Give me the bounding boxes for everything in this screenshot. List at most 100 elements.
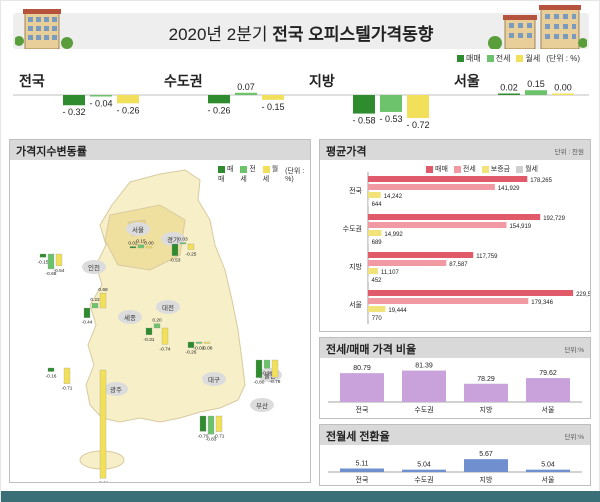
map-label-bg-2 xyxy=(161,232,185,246)
ratio-bar-2 xyxy=(464,383,508,402)
avg-price-panel: 평균가격 단위 : 천원 매매 전세 보증금 월세 전국 178,265 141,9… xyxy=(319,139,591,332)
avg-value-0-0: 178,265 xyxy=(530,178,552,184)
avg-category-3: 서울 xyxy=(349,300,362,309)
map-value-3-0: -0.44 xyxy=(82,320,93,326)
map-bar-0-1 xyxy=(137,244,145,249)
summary-value-1-jeonse: 0.07 xyxy=(237,82,255,92)
avg-value-2-0: 117,759 xyxy=(476,254,498,260)
avg-legend-deposit: 보증금 xyxy=(481,164,510,174)
conv-value-2: 5.67 xyxy=(479,451,493,458)
map-label-bg-6 xyxy=(104,382,128,396)
map-bar-5-2 xyxy=(203,341,211,344)
ratio-value-2: 78.29 xyxy=(477,376,495,383)
summary-value-0-sale: - 0.32 xyxy=(62,107,85,117)
summary-bar-0-sale xyxy=(63,95,85,106)
map-legend: 매매 전세 월세 (단위 : %) xyxy=(218,164,310,184)
map-label-0: 서울 xyxy=(132,225,144,234)
summary-bar-0-wolse xyxy=(117,95,139,104)
avg-value-2-3: 452 xyxy=(372,278,383,284)
conv-value-1: 5.04 xyxy=(417,462,431,469)
map-value-3-2: 0.68 xyxy=(98,287,108,293)
avg-bar-3-0 xyxy=(368,290,574,296)
summary-value-3-jeonse: 0.15 xyxy=(527,79,545,89)
map-label-5: 대구 xyxy=(208,376,220,384)
map-value-9-2: -3.01 xyxy=(98,480,109,482)
map-bar-2-0 xyxy=(171,243,179,256)
ratio-category-1: 수도권 xyxy=(414,406,433,414)
map-value-4-0: -0.31 xyxy=(144,337,155,343)
map-value-0-1: 0.15 xyxy=(136,239,146,245)
map-value-2-1: 0.03 xyxy=(178,237,188,243)
map-bar-8-0 xyxy=(199,415,207,432)
map-bar-4-2 xyxy=(161,327,169,345)
avg-value-3-0: 229,518 xyxy=(576,292,590,298)
map-value-0-0: 0.02 xyxy=(128,241,138,247)
avg-value-2-2: 11,107 xyxy=(381,270,400,276)
avg-bar-1-0 xyxy=(368,214,541,220)
map-bar-4-1 xyxy=(153,323,161,329)
map-value-5-1: -0.03 xyxy=(194,346,205,352)
map-value-5-0: -0.26 xyxy=(186,350,197,356)
title-main: 전국 오피스텔가격동향 xyxy=(272,25,434,44)
conv-value-3: 5.04 xyxy=(541,462,555,469)
gyeonggi-shape xyxy=(104,204,186,271)
avg-legend-wolse: 월세 xyxy=(516,164,538,174)
map-bar-3-2 xyxy=(99,292,107,309)
map-value-2-0: -0.53 xyxy=(170,258,181,264)
map-bar-7-0 xyxy=(255,359,263,378)
conversion-unit: 단위:% xyxy=(564,434,584,441)
conversion-panel: 전월세 전환율 단위:% 5.11 전국 5.04 수도권 5.67 지방 5.04 서울 xyxy=(319,424,591,486)
summary-bar-2-jeonse xyxy=(380,95,402,112)
map-bar-1-1 xyxy=(47,253,55,270)
map-bar-7-2 xyxy=(271,359,279,378)
avg-bar-3-3 xyxy=(368,314,369,320)
map-value-8-0: -0.70 xyxy=(198,433,209,439)
summary-region-3: 서울 xyxy=(454,73,480,89)
avg-bar-2-2 xyxy=(368,268,378,274)
avg-value-0-3: 644 xyxy=(372,202,383,208)
avg-bar-0-3 xyxy=(368,200,369,206)
conversion-header: 전월세 전환율 단위:% xyxy=(320,425,590,445)
conversion-chart: 5.11 전국 5.04 수도권 5.67 지방 5.04 서울 xyxy=(328,451,582,484)
conv-bar-1 xyxy=(402,469,446,472)
title-period: 2020년 2분기 xyxy=(168,25,268,44)
legend-wolse: 월세 xyxy=(516,53,540,64)
avg-price-title: 평균가격 xyxy=(326,146,367,158)
map-bar-3-1 xyxy=(91,303,99,309)
avg-value-3-2: 19,444 xyxy=(388,308,407,314)
map-value-7-0: -0.80 xyxy=(254,380,265,386)
summary-value-2-sale: - 0.58 xyxy=(352,116,375,126)
conv-bar-2 xyxy=(464,459,508,472)
summary-region-1: 수도권 xyxy=(164,73,203,89)
summary-value-3-sale: 0.02 xyxy=(500,83,518,93)
summary-region-0: 전국 xyxy=(19,73,45,89)
footer-bar xyxy=(1,491,600,502)
map-value-2-2: -0.25 xyxy=(186,252,197,258)
map-bar-9-2 xyxy=(99,369,107,479)
summary-bar-2-sale xyxy=(353,95,375,114)
ratio-category-3: 서울 xyxy=(542,405,555,414)
map-legend-jeonse: 전세 xyxy=(240,165,256,183)
summary-bar-2-wolse xyxy=(407,95,429,119)
ratio-title: 전세/매매 가격 비율 xyxy=(326,344,417,356)
ratio-value-1: 81.39 xyxy=(415,363,433,370)
ratio-bar-3 xyxy=(526,378,570,402)
avg-bar-1-1 xyxy=(368,222,507,228)
map-bar-0-2 xyxy=(145,246,153,249)
avg-value-1-3: 689 xyxy=(372,240,383,246)
conv-category-1: 수도권 xyxy=(414,476,433,484)
avg-category-1: 수도권 xyxy=(343,225,362,233)
map-bar-6-0 xyxy=(47,367,55,372)
map-value-0-2: 0.00 xyxy=(144,241,154,247)
avg-legend: 매매 전세 보증금 월세 xyxy=(426,164,538,174)
avg-bar-2-1 xyxy=(368,260,447,266)
map-label-2: 경기 xyxy=(167,235,179,244)
ratio-bar-1 xyxy=(402,370,446,402)
summary-value-2-wolse: - 0.72 xyxy=(406,120,429,129)
map-bar-8-2 xyxy=(215,415,223,432)
map-bar-6-2 xyxy=(63,367,71,384)
summary-value-0-wolse: - 0.26 xyxy=(116,105,139,115)
map-label-4: 대전 xyxy=(162,303,174,312)
map-label-bg-8 xyxy=(250,398,274,412)
